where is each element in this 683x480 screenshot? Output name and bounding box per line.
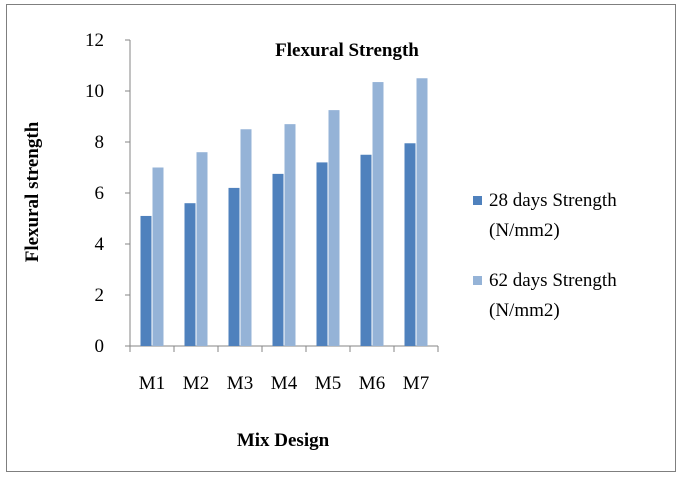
bar-series-2 (152, 167, 164, 346)
x-tick-label: M7 (403, 373, 429, 394)
x-tick-label: M3 (227, 373, 253, 394)
y-tick-label: 12 (85, 30, 104, 51)
y-tick-label: 6 (95, 183, 105, 204)
bar-series-2 (284, 124, 296, 347)
legend-swatch-2 (473, 276, 482, 285)
x-tick-label: M4 (271, 373, 298, 394)
chart-title: Flexural Strength (275, 40, 419, 61)
bar-series-1 (272, 173, 284, 346)
bar-series-2 (240, 129, 252, 346)
legend-label: 28 days Strength (489, 190, 617, 211)
legend-label: (N/mm2) (489, 300, 560, 321)
bar-series-2 (372, 82, 384, 346)
chart-frame (6, 4, 676, 472)
y-tick-label: 4 (95, 234, 105, 255)
bar-series-2 (416, 78, 428, 346)
bar-series-1 (404, 143, 416, 346)
bars (140, 78, 428, 347)
bar-series-1 (184, 203, 196, 346)
legend-label: (N/mm2) (489, 220, 560, 241)
y-tick-label: 10 (85, 81, 104, 102)
bar-series-1 (316, 162, 328, 346)
bar-series-2 (328, 110, 340, 346)
y-tick-label: 8 (95, 132, 105, 153)
legend-swatch-1 (473, 196, 482, 205)
legend: 28 days Strength (N/mm2) 62 days Strength (… (473, 190, 617, 321)
x-axis-title: Mix Design (237, 430, 330, 451)
y-axis-title: Flexural strength (22, 121, 43, 262)
x-tick-label: M6 (359, 373, 385, 394)
x-tick-label: M1 (139, 373, 165, 394)
legend-label: 62 days Strength (489, 270, 617, 291)
x-tick-label: M5 (315, 373, 341, 394)
bar-series-1 (140, 215, 152, 346)
x-tick-label: M2 (183, 373, 209, 394)
x-tick-labels: M1 M2 M3 M4 M5 M6 M7 (139, 373, 429, 394)
bar-series-1 (228, 187, 240, 346)
y-tick-labels: 0 2 4 6 8 10 12 (85, 30, 105, 357)
y-tick-label: 0 (95, 336, 105, 357)
axes (125, 39, 439, 352)
y-tick-label: 2 (95, 285, 105, 306)
bar-series-1 (360, 154, 372, 346)
bar-series-2 (196, 152, 208, 346)
